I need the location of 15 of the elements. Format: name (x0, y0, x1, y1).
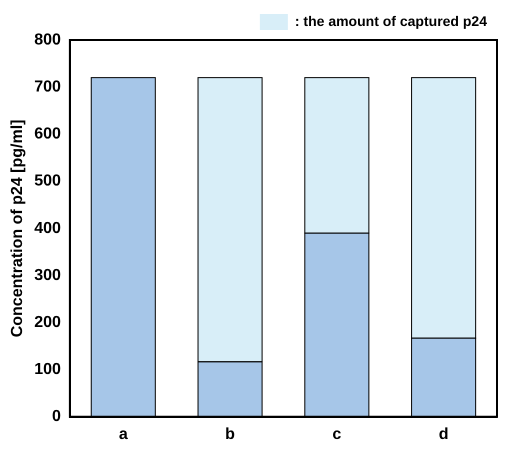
x-tick-label: b (225, 426, 236, 443)
legend-label: : the amount of captured p24 (294, 12, 488, 29)
x-tick-label: d (438, 426, 449, 443)
y-tick-label: 600 (34, 126, 61, 143)
x-tick-label: a (118, 426, 128, 443)
y-tick-label: 200 (34, 314, 61, 332)
y-tick-label: 0 (52, 408, 61, 426)
y-tick-label: 400 (34, 220, 61, 237)
y-axis-title: Concentration of p24 [pg/ml] (9, 120, 26, 338)
y-tick-label: 700 (34, 78, 61, 96)
y-tick-label: 800 (34, 31, 61, 48)
x-tick-label: c (332, 426, 342, 443)
y-tick-label: 100 (34, 361, 61, 378)
y-tick-label: 500 (34, 172, 61, 190)
y-tick-label: 300 (34, 266, 61, 284)
